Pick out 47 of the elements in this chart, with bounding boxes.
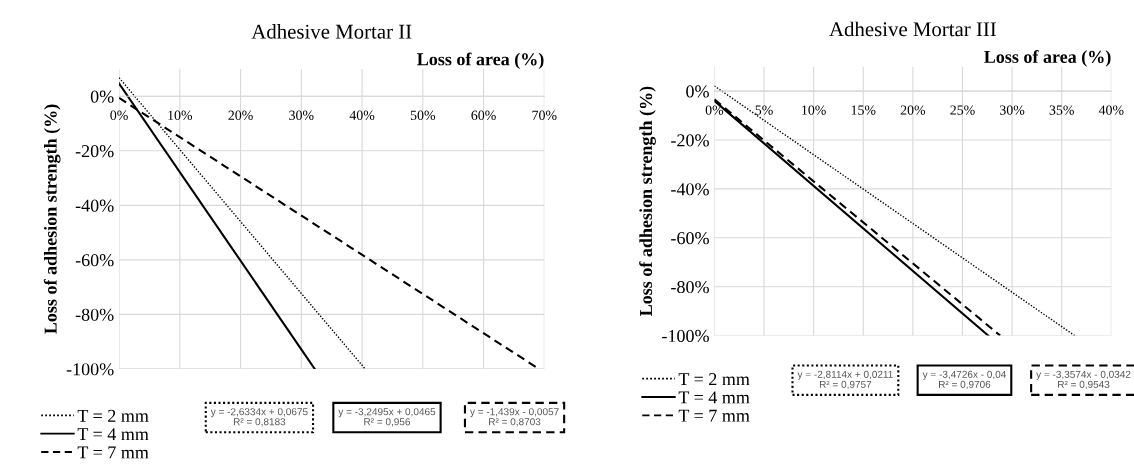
y-tick-label: -20% — [75, 145, 114, 158]
text: y = -1,439x - 0,0057 R² = 0,8703 — [469, 408, 559, 427]
y-tick-label: -100% — [662, 329, 709, 343]
legend-label: T = 2 mm — [678, 373, 750, 386]
x-tick-label: 70% — [532, 110, 557, 120]
x-tick-label: 5% — [755, 105, 773, 115]
y-tick-label: 0% — [686, 85, 709, 98]
x-tick-label: 10% — [802, 105, 826, 115]
y-tick-label: -20% — [671, 134, 709, 147]
y-tick-label: -80% — [75, 308, 114, 321]
x-tick-label: 30% — [1000, 105, 1025, 115]
chart-title: Adhesive Mortar III — [829, 21, 997, 37]
x-tick-label: 30% — [289, 110, 314, 120]
x-tick-label: 20% — [228, 110, 253, 120]
legend-label: T = 4 mm — [77, 428, 149, 441]
y-tick-label: -40% — [75, 199, 114, 212]
y-tick-label: 0% — [90, 90, 114, 103]
y-axis-title: Loss of adhesion strength (%) — [639, 86, 656, 317]
y-tick-label: -60% — [671, 232, 709, 245]
x-axis-title: Loss of area (%) — [984, 50, 1111, 67]
legend-label: T = 7 mm — [77, 446, 149, 459]
x-axis-title: Loss of area (%) — [417, 52, 544, 70]
chart-title: Adhesive Mortar II — [251, 24, 412, 39]
x-tick-label: 10% — [168, 110, 193, 120]
y-axis-title: Loss of adhesion strength (%) — [43, 104, 61, 334]
x-tick-label: 35% — [1049, 105, 1074, 115]
y-tick-label: -60% — [75, 254, 114, 267]
text: y = -3,4726x - 0,04 R² = 0,9706 — [922, 370, 1007, 390]
x-tick-label: 40% — [349, 110, 375, 120]
legend-label: T = 2 mm — [77, 409, 149, 422]
x-tick-label: 0% — [705, 105, 724, 115]
x-tick-label: 15% — [851, 105, 876, 115]
legend-label: T = 4 mm — [678, 391, 750, 404]
text: y = -3,3574x - 0,0342 R² = 0,9543 — [1036, 370, 1131, 390]
x-tick-label: 60% — [471, 110, 496, 120]
y-tick-label: -100% — [66, 363, 114, 376]
x-tick-label: 40% — [1098, 105, 1124, 115]
text: y = -3,2495x + 0,0465 R² = 0,956 — [338, 408, 436, 427]
x-tick-label: 50% — [410, 110, 436, 120]
text: y = -2,8114x + 0,0211 R² = 0,9757 — [797, 370, 893, 390]
y-tick-label: -80% — [671, 280, 709, 294]
text: y = -2,6334x + 0,0675 R² = 0,8183 — [210, 408, 308, 427]
x-tick-label: 0% — [110, 110, 128, 120]
x-tick-label: 20% — [900, 105, 926, 115]
y-tick-label: -40% — [671, 183, 709, 196]
x-tick-label: 25% — [950, 105, 975, 115]
legend-label: T = 7 mm — [678, 409, 750, 422]
